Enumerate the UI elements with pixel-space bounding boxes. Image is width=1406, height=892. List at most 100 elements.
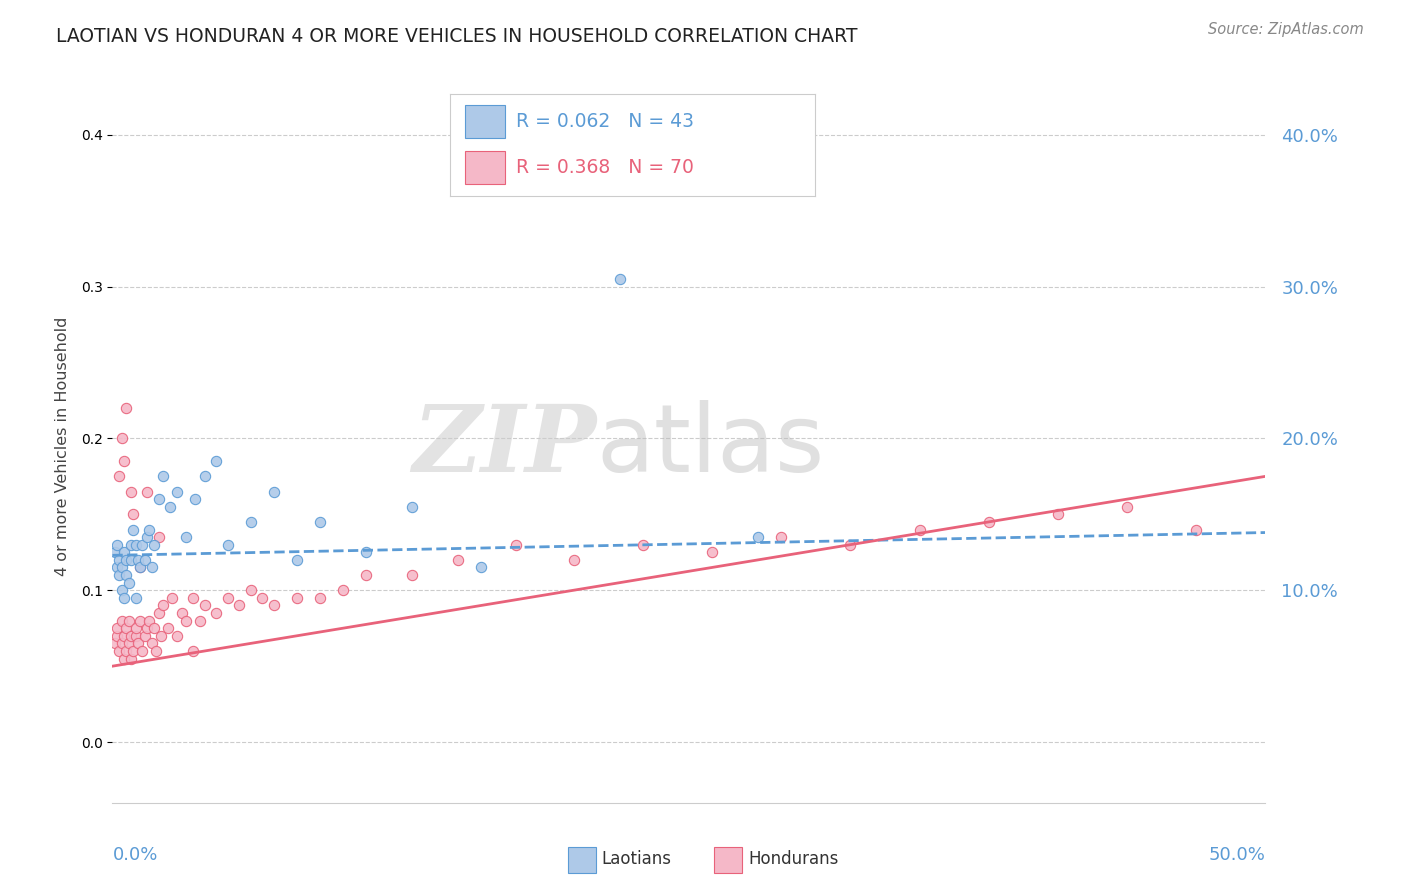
Point (112, 629, 135, 643)
Point (120, 484, 142, 499)
Point (700, 545, 723, 559)
Point (111, 583, 134, 598)
Point (354, 568, 377, 582)
Point (770, 530, 793, 544)
Point (205, 454, 228, 468)
Point (162, 591, 184, 605)
Point (309, 591, 332, 605)
Point (122, 508, 145, 522)
Text: Hondurans: Hondurans (748, 849, 838, 868)
Y-axis label: 4 or more Vehicles in Household: 4 or more Vehicles in Household (55, 317, 70, 575)
Point (170, 606, 193, 620)
Point (111, 614, 134, 628)
Point (104, 545, 127, 559)
Text: R = 0.368   N = 70: R = 0.368 N = 70 (516, 158, 693, 177)
Point (124, 621, 146, 635)
Point (141, 560, 163, 574)
Point (131, 538, 153, 552)
Point (239, 583, 262, 598)
Point (124, 591, 146, 605)
Point (136, 530, 159, 544)
Point (401, 500, 423, 514)
Point (166, 629, 188, 643)
Point (149, 629, 172, 643)
Point (134, 553, 156, 567)
Point (108, 644, 131, 658)
Point (188, 614, 211, 628)
Point (105, 629, 128, 643)
Point (105, 538, 128, 552)
Point (129, 560, 152, 574)
Point (148, 530, 170, 544)
Point (1185, 523, 1208, 537)
Point (108, 469, 131, 483)
Point (252, 591, 274, 605)
Point (354, 545, 377, 559)
Point (839, 538, 862, 552)
Point (143, 621, 166, 635)
Point (115, 401, 138, 415)
Point (505, 538, 527, 552)
Point (159, 500, 181, 514)
Point (194, 469, 217, 483)
Point (166, 484, 188, 499)
Point (205, 606, 228, 620)
Point (148, 492, 170, 507)
Point (285, 591, 308, 605)
Point (1116, 500, 1139, 514)
Point (152, 599, 174, 613)
Point (117, 614, 139, 628)
Point (184, 492, 207, 507)
Point (217, 538, 239, 552)
Point (174, 530, 197, 544)
Point (136, 621, 159, 635)
Point (124, 629, 146, 643)
Point (108, 553, 131, 567)
Point (122, 644, 145, 658)
Point (129, 614, 152, 628)
Point (127, 636, 149, 650)
Point (309, 515, 332, 529)
Point (115, 553, 138, 567)
Point (156, 621, 179, 635)
Point (117, 636, 139, 650)
Point (120, 651, 142, 665)
Point (138, 614, 160, 628)
Point (263, 599, 285, 613)
Point (120, 538, 142, 552)
Point (112, 454, 135, 468)
Point (263, 484, 285, 499)
Point (1046, 508, 1069, 522)
Text: ZIP: ZIP (412, 401, 596, 491)
Point (239, 515, 262, 529)
Point (181, 644, 204, 658)
Point (145, 644, 167, 658)
Point (194, 599, 217, 613)
Text: Source: ZipAtlas.com: Source: ZipAtlas.com (1208, 22, 1364, 37)
Bar (714, 847, 742, 872)
Point (562, 553, 585, 567)
Point (136, 484, 159, 499)
Text: Laotians: Laotians (602, 849, 672, 868)
Text: LAOTIAN VS HONDURAN 4 OR MORE VEHICLES IN HOUSEHOLD CORRELATION CHART: LAOTIAN VS HONDURAN 4 OR MORE VEHICLES I… (56, 27, 858, 45)
Point (143, 538, 166, 552)
Point (470, 560, 492, 574)
Point (115, 644, 138, 658)
Point (111, 636, 134, 650)
Point (120, 629, 142, 643)
Point (631, 538, 654, 552)
Point (148, 606, 170, 620)
Point (228, 599, 250, 613)
Point (181, 591, 204, 605)
Bar (464, 105, 505, 137)
Point (117, 575, 139, 590)
Text: R = 0.062   N = 43: R = 0.062 N = 43 (516, 112, 693, 131)
Text: atlas: atlas (596, 400, 825, 492)
Point (127, 553, 149, 567)
Point (120, 553, 142, 567)
Point (108, 568, 131, 582)
Point (174, 614, 197, 628)
Point (285, 553, 308, 567)
Point (141, 636, 163, 650)
Point (747, 530, 769, 544)
